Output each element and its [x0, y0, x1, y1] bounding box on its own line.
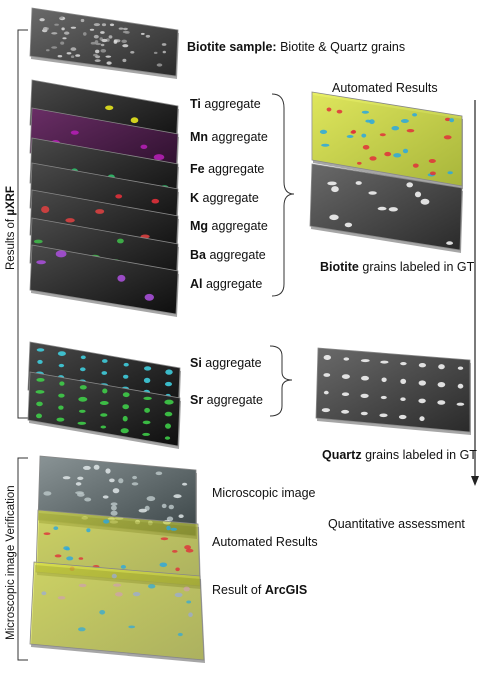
aggregate-suffix: aggregate	[208, 219, 268, 233]
element-symbol: Fe	[190, 162, 205, 176]
aggregate-suffix: aggregate	[202, 277, 263, 291]
microscopic-section-label: Microscopic image Verification	[5, 485, 17, 640]
aggregate-suffix: aggregate	[203, 393, 263, 407]
aggregate-label-k: K aggregate	[190, 191, 259, 205]
aggregate-layer-sr	[27, 371, 181, 449]
automated-results-bottom-label: Automated Results	[212, 535, 318, 549]
biotite-gt-label: Biotite grains labeled in GT	[320, 260, 475, 274]
aggregate-label-fe: Fe aggregate	[190, 162, 264, 176]
quantitative-assessment-label: Quantitative assessment	[328, 517, 465, 531]
aggregate-brace-quartz	[269, 345, 293, 417]
element-symbol: Si	[190, 356, 202, 370]
arcgis-result-label: Result of ArcGIS	[212, 583, 308, 597]
sample-label: Biotite sample: Biotite & Quartz grains	[187, 40, 406, 54]
sample-layer	[29, 7, 179, 79]
aggregate-label-al: Al aggregate	[190, 277, 262, 291]
uxrf-bracket	[17, 29, 28, 419]
aggregate-label-si: Si aggregate	[190, 356, 262, 370]
aggregate-brace-biotite	[271, 93, 295, 297]
element-symbol: Mg	[190, 219, 209, 233]
aggregate-layer-al	[29, 244, 179, 317]
biotite-gt-layer	[309, 163, 463, 253]
element-symbol: Sr	[190, 393, 204, 407]
aggregate-suffix: aggregate	[208, 130, 268, 144]
aggregate-suffix: aggregate	[200, 97, 261, 111]
aggregate-label-ti: Ti aggregate	[190, 97, 261, 111]
automated-results-label: Automated Results	[332, 81, 438, 95]
aggregate-label-sr: Sr aggregate	[190, 393, 263, 407]
microscopic-bracket	[17, 457, 28, 661]
aggregate-label-mg: Mg aggregate	[190, 219, 268, 233]
quartz-gt-layer	[315, 347, 471, 435]
aggregate-label-mn: Mn aggregate	[190, 130, 268, 144]
quartz-gt-label: Quartz grains labeled in GT	[322, 448, 477, 462]
element-symbol: K	[190, 191, 200, 205]
aggregate-suffix: aggregate	[205, 248, 266, 262]
element-symbol: Ti	[190, 97, 201, 111]
microscopic-image-label: Microscopic image	[212, 486, 316, 500]
arcgis-result-layer	[29, 561, 205, 663]
aggregate-suffix: aggregate	[199, 191, 259, 205]
element-symbol: Al	[190, 277, 203, 291]
automated-results-layer	[311, 91, 463, 189]
flow-arrow-head	[471, 476, 479, 486]
aggregate-label-ba: Ba aggregate	[190, 248, 266, 262]
uxrf-section-label: Results of µXRF	[5, 186, 17, 270]
aggregate-suffix: aggregate	[201, 356, 262, 370]
aggregate-suffix: aggregate	[204, 162, 265, 176]
element-symbol: Mn	[190, 130, 209, 144]
element-symbol: Ba	[190, 248, 206, 262]
